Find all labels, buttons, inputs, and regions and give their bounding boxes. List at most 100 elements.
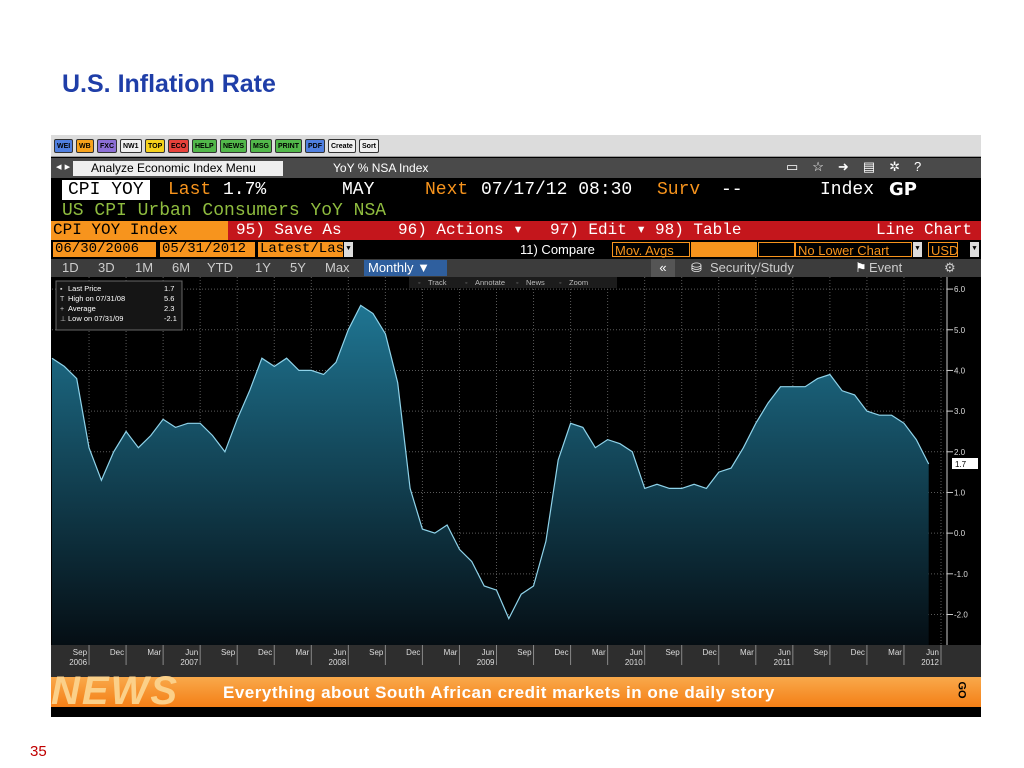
action-item[interactable]: 98) Table (655, 221, 742, 239)
x-year-label: 2012 (921, 658, 939, 667)
y-tick-label: 2.0 (954, 448, 966, 457)
toolbar-button[interactable]: WEI (54, 139, 74, 153)
surv-value: -- (721, 180, 743, 200)
quote-line: CPI YOY Last 1.7% MAY Next 07/17/12 08:3… (51, 180, 981, 200)
page-number: 35 (30, 743, 47, 760)
settings-icon[interactable]: ⚙ (944, 260, 956, 275)
toolbar-button[interactable]: FXC (97, 139, 117, 153)
x-tick-label: Jun (482, 648, 495, 657)
menu-bar: ◂ ▸ Analyze Economic Index Menu YoY % NS… (51, 158, 981, 178)
chart-type[interactable]: Line Chart (875, 221, 972, 239)
toolbar-button[interactable]: NEWS (220, 139, 247, 153)
dropdown[interactable]: ▼ (913, 242, 922, 257)
chart-tool[interactable]: Annotate (475, 278, 505, 287)
go-button[interactable]: GO (955, 681, 968, 699)
period-button[interactable]: 6M (172, 260, 191, 275)
x-tick-label: Mar (147, 648, 161, 657)
x-tick-label: Jun (630, 648, 643, 657)
period-button[interactable]: 5Y (290, 260, 306, 275)
event[interactable]: Event (869, 260, 903, 275)
x-tick-label: Dec (703, 648, 717, 657)
toolbar-button[interactable]: Sort (359, 139, 379, 153)
range-mode[interactable]: Latest/Las (258, 241, 345, 257)
compare[interactable]: 11) Compare (520, 242, 595, 257)
end-date[interactable]: 05/31/2012 (160, 242, 255, 257)
toolbar-button[interactable]: WB (76, 139, 94, 153)
x-tick-label: Sep (665, 648, 680, 657)
toolbar-button[interactable]: HELP (192, 139, 217, 153)
toolbar-button[interactable]: PRINT (275, 139, 302, 153)
period-bar: 1D 3D 1M 6M YTD 1Y 5Y Max Monthly ▼ « ⛁ Securit… (51, 259, 981, 277)
toolbar-icons[interactable]: ▭☆➜▤✲? (786, 159, 936, 174)
legend-value: 5.6 (164, 294, 174, 303)
legend-marker: T (60, 296, 65, 303)
legend-value: 1.7 (164, 284, 174, 293)
period: MAY (342, 180, 375, 200)
x-tick-label: Sep (369, 648, 384, 657)
period-button[interactable]: Max (325, 260, 350, 275)
x-tick-label: Dec (851, 648, 865, 657)
legend-marker: ▪ (60, 286, 63, 293)
toolbar-button[interactable]: ECO (168, 139, 190, 153)
dropdown[interactable]: ▼ (970, 242, 979, 257)
x-tick-label: Dec (554, 648, 568, 657)
news-headline: Everything about South African credit ma… (223, 683, 775, 702)
y-tick-label: 5.0 (954, 326, 966, 335)
x-tick-label: Dec (110, 648, 124, 657)
mov-avgs[interactable]: Mov. Avgs (612, 242, 690, 258)
dropdown[interactable]: ▼ (344, 242, 353, 257)
menu-field[interactable]: Analyze Economic Index Menu (73, 161, 283, 176)
x-tick-label: Jun (333, 648, 346, 657)
surv-label: Surv (657, 180, 701, 200)
toolbar-button[interactable]: NW1 (120, 139, 142, 153)
next-label: Next (425, 180, 469, 200)
x-tick-label: Mar (296, 648, 310, 657)
period-button[interactable]: 3D (98, 260, 115, 275)
period-button[interactable]: YTD (207, 260, 233, 275)
start-date[interactable]: 06/30/2006 (53, 242, 156, 257)
slide-title: U.S. Inflation Rate (62, 70, 276, 98)
x-year-label: 2006 (69, 658, 87, 667)
x-tick-label: Mar (740, 648, 754, 657)
security-field[interactable]: YoY % NSA Index (333, 161, 429, 175)
terminal-screenshot: WEI WB FXC NW1 TOP ECO HELP NEWS MSG PRINT PDF Crea… (51, 135, 981, 717)
y-tick-label: -1.0 (954, 570, 968, 579)
gp-label: GP (889, 179, 917, 200)
last-price-label: 1.7 (955, 460, 967, 469)
study-icon: ⛁ (691, 260, 702, 275)
action-item[interactable]: 96) Actions ▾ (398, 221, 523, 239)
toolbar: WEI WB FXC NW1 TOP ECO HELP NEWS MSG PRINT PDF Crea… (51, 135, 981, 157)
period-button[interactable]: 1D (62, 260, 79, 275)
chart-tool[interactable]: Track (428, 278, 447, 287)
chart-tool-icon: ◦ (559, 280, 561, 287)
last-value: 1.7% (223, 180, 267, 200)
toolbar-button[interactable]: MSG (250, 139, 272, 153)
period-button[interactable]: 1Y (255, 260, 271, 275)
nav-arrows[interactable]: ◂ ▸ (56, 161, 71, 173)
y-tick-label: 3.0 (954, 407, 966, 416)
x-year-label: 2007 (180, 658, 198, 667)
toolbar-button[interactable]: PDF (305, 139, 325, 153)
x-year-label: 2011 (774, 658, 792, 667)
frequency[interactable]: Monthly ▼ (364, 260, 447, 276)
lower-chart[interactable]: No Lower Chart (795, 242, 912, 258)
action-item[interactable]: 97) Edit ▾ (550, 221, 647, 239)
news-banner[interactable]: NEWS Everything about South African cred… (51, 669, 981, 713)
toolbar-button[interactable]: Create (328, 139, 356, 153)
study[interactable]: Security/Study (710, 260, 794, 275)
currency[interactable]: USD (928, 242, 958, 258)
collapse[interactable]: « (651, 259, 675, 277)
last-price-tag (952, 458, 978, 469)
x-tick-label: Jun (926, 648, 939, 657)
period-button[interactable]: 1M (135, 260, 154, 275)
security-name[interactable]: CPI YOY Index (51, 221, 228, 240)
x-tick-label: Mar (444, 648, 458, 657)
chart-tool[interactable]: News (526, 278, 545, 287)
empty-field[interactable] (758, 242, 795, 257)
chart-tool[interactable]: Zoom (569, 278, 588, 287)
action-item[interactable]: 95) Save As (236, 221, 342, 239)
empty-field[interactable] (691, 242, 757, 257)
toolbar-button[interactable]: TOP (145, 139, 166, 153)
x-tick-label: Jun (185, 648, 198, 657)
legend-label: Last Price (68, 284, 101, 293)
